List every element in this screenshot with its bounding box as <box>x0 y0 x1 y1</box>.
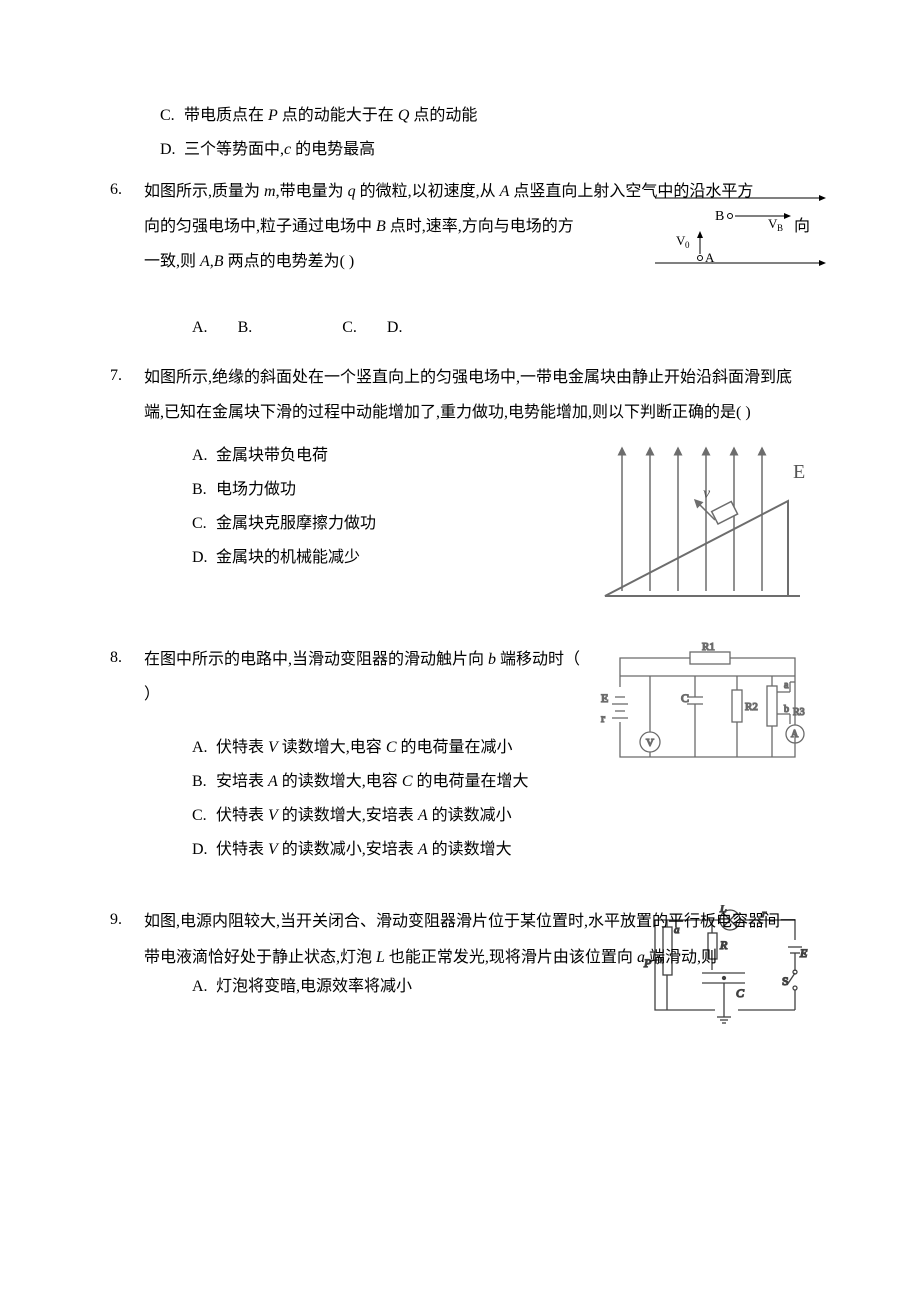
q6-choice-a: A. <box>192 312 208 344</box>
question-body: 如图,电源内阻较大,当开关闭合、滑动变阻器滑片位于某位置时,水平放置的平行板电容… <box>144 904 810 1024</box>
q8-option-d: D. 伏特表 V 的读数减小,安培表 A 的读数增大 <box>192 834 810 866</box>
question-8: 8. R1 E r <box>110 642 810 868</box>
question-9: 9. 如图,电源内阻较大,当开关闭合、滑动变阻器滑片位于某位置时,水平放置的平行… <box>110 904 810 1024</box>
q7-diagram-icon: v E <box>600 436 810 606</box>
q6-choice-c: C. <box>342 312 357 344</box>
svg-text:A: A <box>705 250 715 265</box>
svg-text:B: B <box>715 209 724 224</box>
q8-figure: R1 E r V <box>595 642 810 777</box>
svg-text:A: A <box>791 729 799 740</box>
svg-text:E: E <box>601 691 608 705</box>
question-body: R1 E r V <box>144 642 810 868</box>
prev-option-c: C. 带电质点在 P 点的动能大于在 Q 点的动能 <box>160 100 810 132</box>
svg-text:R: R <box>719 938 728 952</box>
svg-text:E: E <box>799 946 808 960</box>
q6-choice-d: D. <box>387 312 403 344</box>
svg-text:R1: R1 <box>702 642 715 653</box>
svg-text:b: b <box>784 704 789 715</box>
q8-circuit-icon: R1 E r V <box>595 642 810 777</box>
q8-option-c: C. 伏特表 V 的读数增大,安培表 A 的读数减小 <box>192 800 810 832</box>
q7-figure: v E <box>600 436 810 606</box>
prev-option-d: D. 三个等势面中,c 的电势最高 <box>160 134 810 166</box>
option-text: 三个等势面中,c 的电势最高 <box>184 141 375 158</box>
question-text: 如图所示,绝缘的斜面处在一个竖直向上的匀强电场中,一带电金属块由静止开始沿斜面滑… <box>144 360 810 430</box>
svg-text:S: S <box>782 974 789 988</box>
option-label: C. <box>160 100 180 132</box>
svg-text:0: 0 <box>685 240 690 250</box>
question-body: 如图所示,绝缘的斜面处在一个竖直向上的匀强电场中,一带电金属块由静止开始沿斜面滑… <box>144 360 810 606</box>
question-number: 7. <box>110 360 144 392</box>
question-7: 7. 如图所示,绝缘的斜面处在一个竖直向上的匀强电场中,一带电金属块由静止开始沿… <box>110 360 810 606</box>
svg-text:a: a <box>784 680 789 691</box>
q6-figure: B V B A V 0 <box>650 188 830 270</box>
svg-text:C: C <box>736 986 745 1000</box>
q6-diagram-icon: B V B A V 0 <box>650 188 830 270</box>
question-6: 6. 如图所示,质量为 m,带电量为 q 的微粒,以初速度,从 A 点竖直向上射… <box>110 174 810 352</box>
svg-text:B: B <box>777 223 783 233</box>
option-label: D. <box>160 134 180 166</box>
svg-text:r: r <box>601 711 605 725</box>
svg-text:R3: R3 <box>793 707 805 718</box>
question-number: 6. <box>110 174 144 206</box>
question-number: 9. <box>110 904 144 936</box>
question-number: 8. <box>110 642 144 674</box>
question-text-line1: 如图,电源内阻较大,当开关闭合、滑动变阻器滑片位于某位置时,水平放置的平行板电容… <box>144 904 810 974</box>
svg-text:V: V <box>646 737 654 749</box>
option-text: 带电质点在 P 点的动能大于在 Q 点的动能 <box>184 107 477 124</box>
svg-text:v: v <box>703 485 711 502</box>
q6-choice-b: B. <box>238 312 253 344</box>
page: C. 带电质点在 P 点的动能大于在 Q 点的动能 D. 三个等势面中,c 的电… <box>0 0 920 1085</box>
svg-text:C: C <box>681 691 689 705</box>
q6-choices: A. B. C. D. <box>144 312 810 344</box>
svg-text:E: E <box>793 461 805 483</box>
question-body: 如图所示,质量为 m,带电量为 q 的微粒,以初速度,从 A 点竖直向上射入空气… <box>144 174 810 352</box>
svg-text:R2: R2 <box>745 701 758 713</box>
prev-question-options: C. 带电质点在 P 点的动能大于在 Q 点的动能 D. 三个等势面中,c 的电… <box>110 100 810 166</box>
